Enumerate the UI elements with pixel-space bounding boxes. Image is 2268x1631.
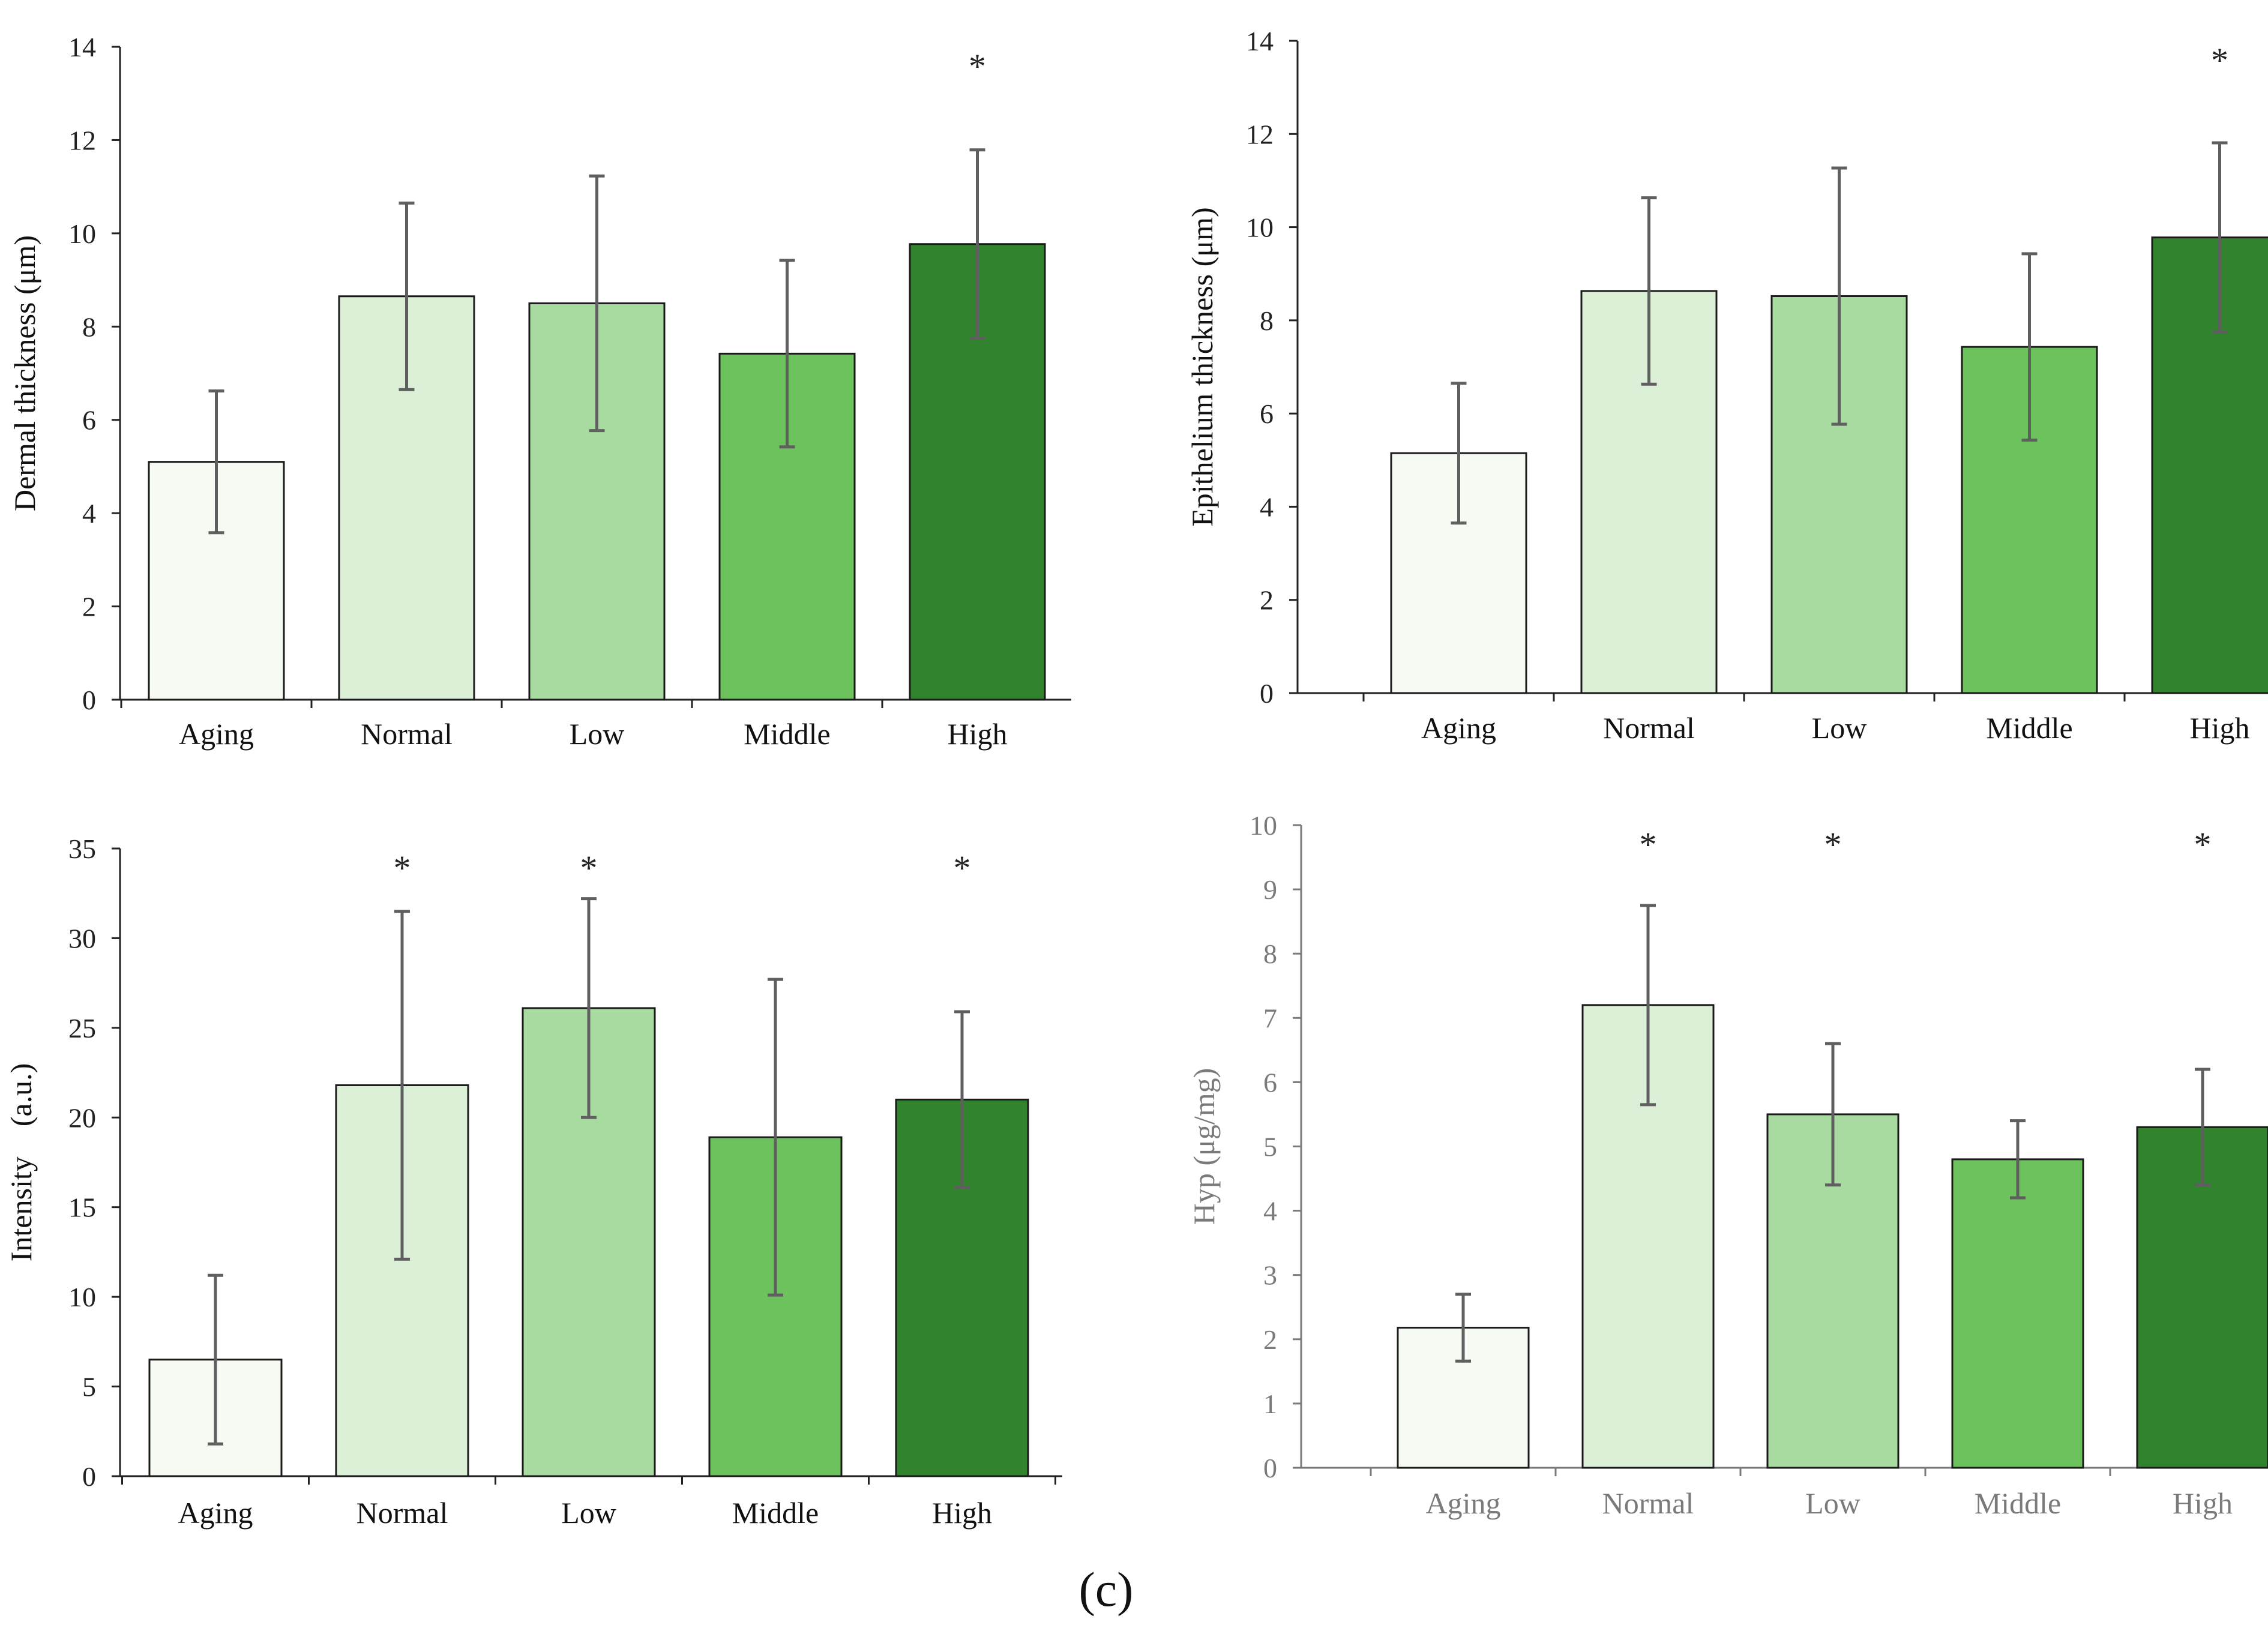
y-tick-label: 7 <box>1263 1003 1277 1033</box>
y-tick-label: 8 <box>1263 939 1277 969</box>
chart-epithelium-thickness: 0 2 4 6 8 10 12 14 Epithelium thickness (μm) Agin… <box>1185 26 2268 745</box>
y-tick-label: 14 <box>68 32 96 62</box>
x-category-label: Low <box>1805 1486 1860 1520</box>
x-category-label: Normal <box>1603 711 1695 745</box>
x-category-label: High <box>2173 1486 2233 1520</box>
y-tick-label: 10 <box>68 1282 96 1312</box>
y-tick-label: 30 <box>68 923 96 954</box>
significance-marker: * <box>1640 825 1657 864</box>
y-tick-label: 2 <box>1260 585 1274 616</box>
x-category-label: Aging <box>178 1496 253 1530</box>
figure-caption: (c) <box>1078 1562 1133 1617</box>
y-tick-label: 6 <box>82 405 96 436</box>
bar-middle <box>1951 1158 2084 1469</box>
y-tick-label: 0 <box>82 1461 96 1492</box>
y-tick-label: 5 <box>1263 1132 1277 1162</box>
y-tick-label: 0 <box>82 685 96 715</box>
y-tick-label: 6 <box>1263 1067 1277 1098</box>
x-category-label: Normal <box>361 717 453 751</box>
y-axis-title: Dermal thickness (μm) <box>8 235 41 511</box>
y-tick-label: 4 <box>82 498 96 529</box>
x-category-label: Low <box>561 1496 616 1530</box>
y-tick-label: 2 <box>1263 1324 1277 1355</box>
x-category-label: Normal <box>1602 1486 1694 1520</box>
significance-marker: * <box>580 849 598 888</box>
y-tick-label: 8 <box>1260 305 1274 336</box>
y-tick-label: 20 <box>68 1102 96 1133</box>
x-category-label: Middle <box>1975 1486 2061 1520</box>
y-axis-title: Epithelium thickness (μm) <box>1185 207 1219 526</box>
significance-marker: * <box>2194 825 2212 864</box>
y-tick-label: 0 <box>1263 1453 1277 1483</box>
x-category-label: Middle <box>744 717 830 751</box>
y-tick-label: 15 <box>68 1192 96 1223</box>
y-tick-label: 14 <box>1246 26 1274 56</box>
y-tick-label: 10 <box>68 218 96 249</box>
y-tick-label: 6 <box>1260 398 1274 429</box>
significance-marker: * <box>1824 825 1842 864</box>
y-tick-label: 0 <box>1260 678 1274 709</box>
y-tick-label: 9 <box>1263 874 1277 905</box>
chart-intensity: 0 5 10 15 20 25 30 35 Intensity (a.u.) Aging Norma… <box>4 834 1062 1530</box>
y-tick-label: 4 <box>1260 491 1274 522</box>
x-category-label: Aging <box>179 717 254 751</box>
significance-marker: * <box>954 849 971 888</box>
y-tick-label: 1 <box>1263 1389 1277 1419</box>
bar-high <box>2151 236 2268 694</box>
x-category-label: Aging <box>1426 1486 1501 1520</box>
y-tick-label: 25 <box>68 1013 96 1044</box>
y-tick-label: 10 <box>1246 212 1274 243</box>
x-category-label: Aging <box>1421 711 1496 745</box>
x-category-label: Middle <box>1986 711 2072 745</box>
y-axis-title: Hyp (μg/mg) <box>1187 1068 1221 1225</box>
y-tick-label: 8 <box>82 311 96 342</box>
y-tick-label: 5 <box>82 1372 96 1402</box>
x-category-label: Normal <box>356 1496 448 1530</box>
x-category-label: High <box>2190 711 2250 745</box>
y-tick-label: 3 <box>1263 1260 1277 1291</box>
significance-marker: * <box>969 47 986 86</box>
chart-dermal-thickness: 0 2 4 6 8 10 12 14 Dermal thickness (μm) Aging Nor… <box>8 32 1071 751</box>
y-tick-label: 12 <box>1246 119 1274 149</box>
x-category-label: Low <box>570 717 625 751</box>
significance-marker: * <box>394 849 411 888</box>
x-category-label: Middle <box>732 1496 819 1530</box>
chart-hyp: 0 1 2 3 4 5 6 7 8 9 10 Hyp (μg/mg) Aging Normal * Low * M… <box>1187 810 2268 1520</box>
y-tick-label: 10 <box>1250 810 1277 841</box>
bar-high <box>895 1098 1029 1477</box>
y-tick-label: 35 <box>68 834 96 864</box>
x-category-label: High <box>948 717 1008 751</box>
x-category-label: High <box>932 1496 992 1530</box>
significance-marker: * <box>2211 41 2228 80</box>
y-tick-label: 2 <box>82 592 96 622</box>
y-tick-label: 12 <box>68 125 96 155</box>
y-axis-title: Intensity (a.u.) <box>4 1063 38 1261</box>
y-tick-label: 4 <box>1263 1196 1277 1227</box>
x-category-label: Low <box>1812 711 1867 745</box>
